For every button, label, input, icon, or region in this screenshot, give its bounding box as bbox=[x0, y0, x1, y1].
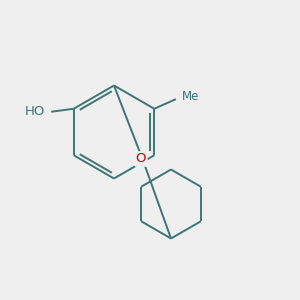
Text: O: O bbox=[136, 152, 146, 166]
Text: HO: HO bbox=[25, 105, 45, 118]
Text: Me: Me bbox=[182, 90, 199, 103]
